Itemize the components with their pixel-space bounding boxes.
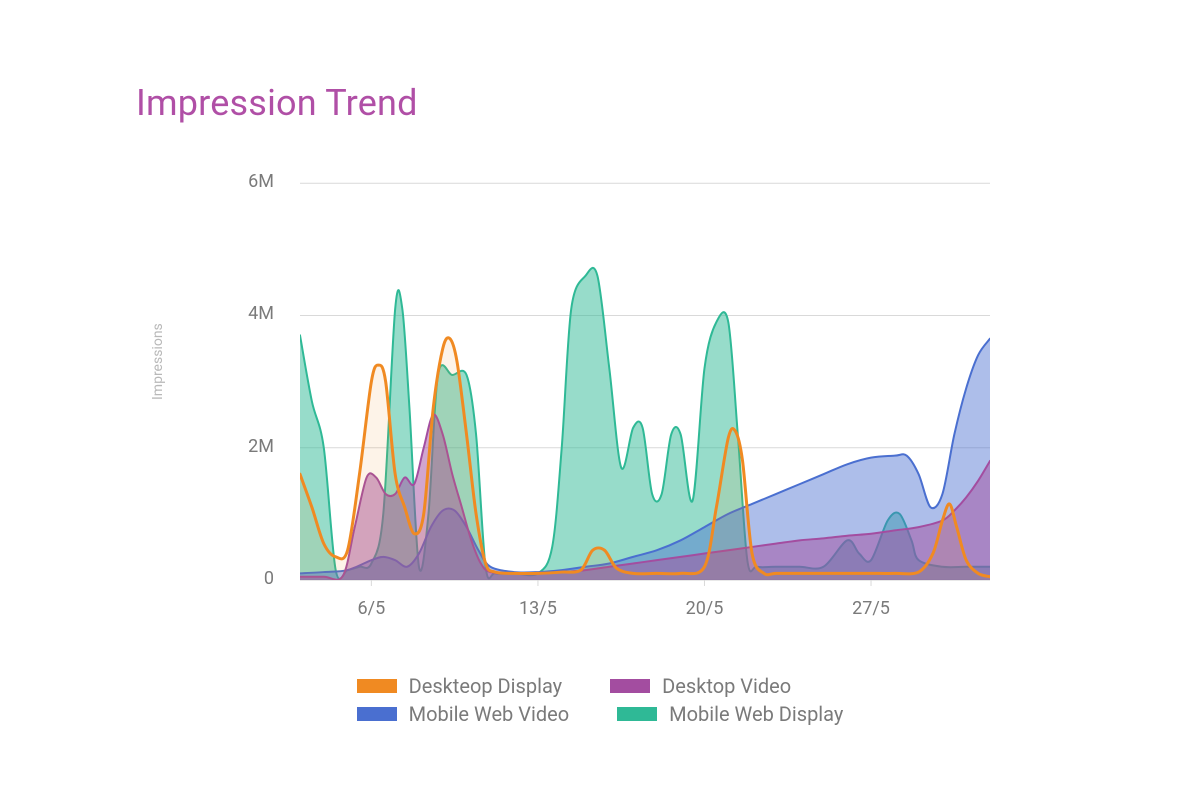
legend-item-mobile-web-video[interactable]: Mobile Web Video xyxy=(357,702,570,726)
legend-item-deskteop-display[interactable]: Deskteop Display xyxy=(357,674,563,698)
legend-item-mobile-web-display[interactable]: Mobile Web Display xyxy=(617,702,843,726)
legend-label: Mobile Web Video xyxy=(409,702,570,726)
legend-swatch xyxy=(610,679,650,693)
legend: Deskteop Display Desktop Video Mobile Web … xyxy=(0,670,1200,730)
impression-trend-chart: Impression Trend Impressions 02M4M6M 6/5… xyxy=(0,0,1200,799)
legend-label: Mobile Web Display xyxy=(669,702,843,726)
legend-swatch xyxy=(617,707,657,721)
legend-item-desktop-video[interactable]: Desktop Video xyxy=(610,674,791,698)
legend-swatch xyxy=(357,707,397,721)
legend-label: Deskteop Display xyxy=(409,674,563,698)
legend-swatch xyxy=(357,679,397,693)
legend-label: Desktop Video xyxy=(662,674,791,698)
